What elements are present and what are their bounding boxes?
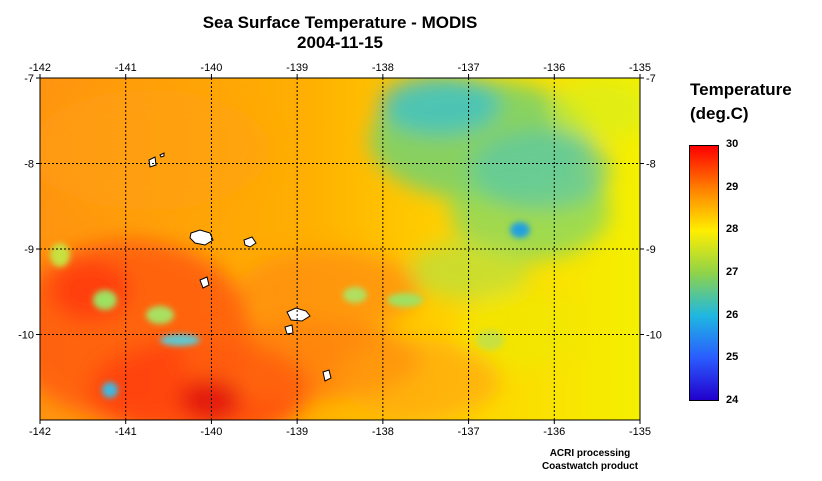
lon-tick-label: -136 [543,62,565,74]
colorbar-tick-label: 30 [726,138,739,150]
lat-tick-label: -9 [24,244,34,256]
colorbar [689,145,719,401]
lat-tick-label: -7 [646,73,656,85]
tick-labels: -142 -142 -141 -141 -140 -140 -139 -139 -138 -138… [18,62,662,438]
island [159,152,165,158]
colorbar-tick-label: 25 [726,351,739,364]
island [284,324,294,335]
lon-tick-label: -142 [29,62,51,74]
lon-tick-label: -141 [115,62,137,74]
island [243,236,257,248]
islands [148,152,332,382]
island [148,156,157,168]
lat-tick-label: -8 [646,159,656,171]
island [322,369,332,382]
lon-tick-label: -138 [372,426,394,438]
island [199,276,210,289]
lon-tick-label: -138 [372,62,394,74]
lon-tick-label: -139 [286,426,308,438]
colorbar-tick-label: 29 [726,180,739,193]
lon-tick-label: -135 [629,62,651,74]
lon-tick-label: -140 [200,62,222,74]
colorbar-tick-label: 24 [726,394,739,406]
legend-title: Temperature [690,80,792,99]
colorbar-tick-label: 27 [726,266,739,278]
lon-tick-label: -137 [458,426,480,438]
legend-unit: (deg.C) [690,104,749,123]
lat-tick-label: -10 [18,330,34,342]
lat-tick-label: -7 [24,73,34,85]
lat-tick-label: -8 [24,159,34,171]
lon-tick-label: -136 [543,426,565,438]
lat-tick-label: -10 [646,330,662,342]
graticule [36,74,644,424]
lon-tick-label: -139 [286,62,308,74]
colorbar-tick-label: 28 [726,223,739,236]
map-frame [39,77,641,421]
credit-processing: ACRI processing [549,448,631,459]
credit-product: Coastwatch product [541,461,639,472]
lon-tick-label: -137 [458,62,480,74]
chart-title: Sea Surface Temperature - MODIS [202,13,478,32]
sst-field [40,78,640,420]
chart-date: 2004-11-15 [296,33,384,52]
lon-tick-label: -141 [115,426,137,438]
island [189,229,214,246]
lon-tick-label: -142 [29,426,51,438]
lat-tick-label: -9 [646,244,656,256]
colorbar-tick-label: 26 [726,308,739,321]
lon-tick-label: -140 [200,426,222,438]
island [286,307,311,322]
lon-tick-label: -135 [629,426,651,438]
